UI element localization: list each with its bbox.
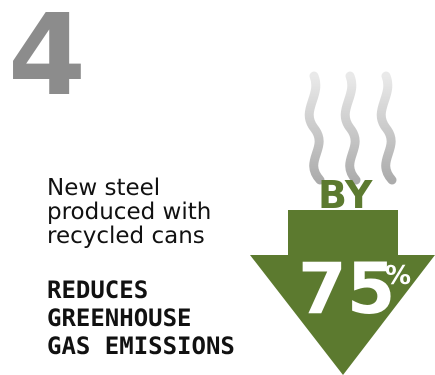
description: New steel produced with recycled cans <box>47 176 211 248</box>
headline-line: REDUCES <box>47 276 149 304</box>
percent-value: 75 <box>298 248 396 330</box>
description-line: New steel <box>47 175 161 201</box>
description-line: produced with <box>47 199 212 225</box>
headline-line: GAS EMISSIONS <box>47 332 235 360</box>
down-arrow-icon <box>250 210 435 375</box>
headline: REDUCES GREENHOUSE GAS EMISSIONS <box>47 276 235 360</box>
steam-icon <box>304 71 397 185</box>
headline-line: GREENHOUSE <box>47 304 192 332</box>
by-label: BY <box>318 173 373 217</box>
percent-symbol: % <box>385 261 412 291</box>
step-number: 4 <box>8 0 86 121</box>
description-line: recycled cans <box>47 223 205 249</box>
